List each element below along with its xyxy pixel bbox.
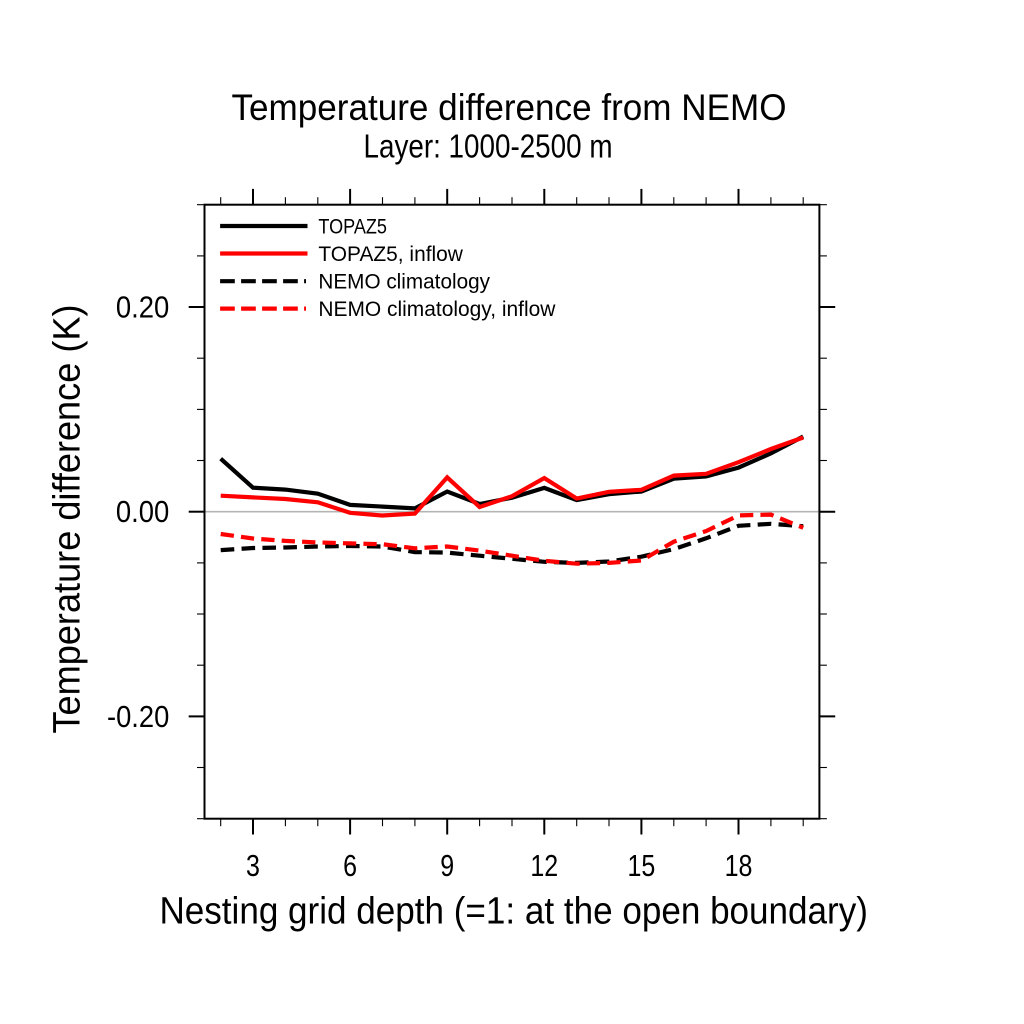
svg-text:Temperature difference (K): Temperature difference (K) (47, 305, 89, 734)
svg-text:6: 6 (343, 849, 357, 883)
svg-text:12: 12 (530, 849, 558, 883)
svg-text:0.00: 0.00 (116, 495, 169, 529)
svg-text:Layer: 1000-2500 m: Layer: 1000-2500 m (364, 128, 613, 165)
svg-text:TOPAZ5, inflow: TOPAZ5, inflow (318, 242, 463, 266)
svg-text:18: 18 (725, 849, 753, 883)
svg-text:15: 15 (628, 849, 656, 883)
svg-text:NEMO climatology, inflow: NEMO climatology, inflow (318, 297, 555, 321)
svg-text:TOPAZ5: TOPAZ5 (318, 214, 387, 238)
svg-text:-0.20: -0.20 (107, 700, 169, 734)
svg-text:NEMO climatology: NEMO climatology (318, 270, 490, 294)
svg-text:3: 3 (246, 849, 260, 883)
svg-text:Nesting grid depth (=1: at the: Nesting grid depth (=1: at the open boun… (159, 891, 868, 933)
svg-text:Temperature difference from NE: Temperature difference from NEMO (232, 87, 787, 128)
svg-text:0.20: 0.20 (116, 291, 169, 325)
svg-text:9: 9 (440, 849, 454, 883)
